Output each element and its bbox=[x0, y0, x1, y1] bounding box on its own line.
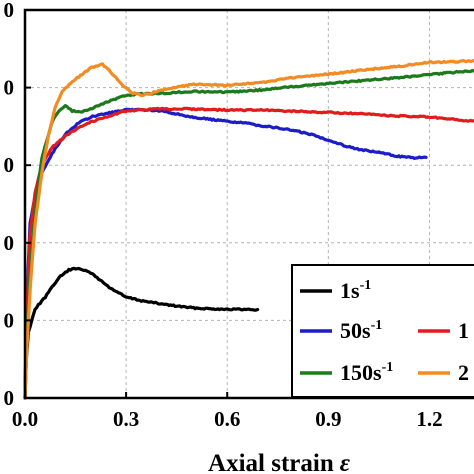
legend-items: 1s-1 50s-1 1 150s-1 2 bbox=[300, 278, 469, 385]
x-axis-symbol: ε bbox=[340, 450, 351, 474]
y-tick-label: 0 bbox=[4, 76, 15, 100]
x-tick-label: 0.9 bbox=[315, 407, 341, 431]
legend: 1s-1 50s-1 1 150s-1 2 bbox=[291, 264, 474, 398]
y-tick-label: 0 bbox=[4, 386, 15, 410]
x-axis-title-text: Axial strain bbox=[208, 450, 334, 474]
x-tick-label: 0.0 bbox=[12, 407, 38, 431]
y-tick-label: 0 bbox=[4, 0, 15, 22]
x-tick-label: 1.2 bbox=[416, 407, 442, 431]
series-line-3 bbox=[23, 68, 474, 400]
series-line-2 bbox=[23, 106, 474, 400]
x-axis-title: Axial strain ε bbox=[208, 450, 351, 474]
legend-label-2: 1 bbox=[458, 318, 469, 343]
plot-frame bbox=[23, 8, 474, 400]
legend-label-3: 150s-1 bbox=[340, 360, 393, 385]
series-line-1 bbox=[23, 107, 428, 400]
series-line-4 bbox=[23, 58, 474, 400]
y-tick-label: 0 bbox=[4, 153, 15, 177]
y-tick-label: 0 bbox=[4, 231, 15, 255]
series-layer bbox=[23, 58, 474, 400]
legend-label-4: 2 bbox=[458, 360, 469, 385]
x-tick-label: 0.3 bbox=[113, 407, 139, 431]
legend-label-1: 50s-1 bbox=[340, 318, 382, 343]
legend-label-0: 1s-1 bbox=[340, 278, 371, 303]
y-tick-label: 0 bbox=[4, 308, 15, 332]
x-tick-label: 0.6 bbox=[214, 407, 240, 431]
series-line-0 bbox=[23, 266, 260, 400]
